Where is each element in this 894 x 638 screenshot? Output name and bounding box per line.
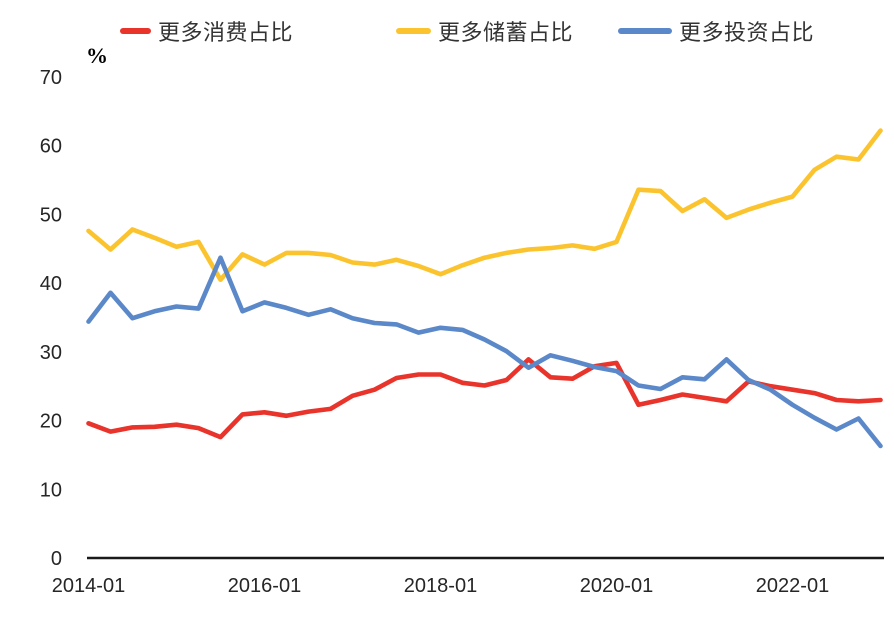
x-tick-label-2016-01: 2016-01	[228, 575, 301, 597]
legend-label-investment: 更多投资占比	[679, 20, 815, 45]
consumption-line-swatch	[120, 28, 151, 34]
series-line-consumption	[86, 357, 883, 440]
legend-item-savings: 更多储蓄占比	[396, 17, 573, 45]
legend-item-consumption: 更多消费占比	[120, 17, 293, 45]
legend-label-savings: 更多储蓄占比	[438, 20, 574, 45]
savings-line-swatch	[396, 28, 431, 34]
y-tick-label-40: 40	[40, 273, 62, 295]
series-line-investment	[86, 255, 883, 449]
y-tick-label-10: 10	[40, 479, 62, 501]
y-tick-label-70: 70	[40, 67, 62, 89]
y-tick-label-0: 0	[51, 548, 62, 570]
y-axis-unit-label: %	[86, 43, 108, 68]
y-tick-label-20: 20	[40, 411, 62, 433]
legend-label-consumption: 更多消费占比	[158, 20, 294, 45]
x-axis-tick-labels: 2014-01 2016-01 2018-01 2020-01 2022-01	[52, 575, 829, 597]
series-lines	[86, 128, 883, 449]
y-tick-label-50: 50	[40, 204, 62, 226]
investment-line-swatch	[618, 28, 672, 34]
series-line-savings	[86, 128, 883, 283]
legend-item-investment: 更多投资占比	[618, 17, 814, 45]
x-tick-label-2020-01: 2020-01	[580, 575, 653, 597]
y-tick-label-30: 30	[40, 342, 62, 364]
x-tick-label-2018-01: 2018-01	[404, 575, 477, 597]
x-tick-label-2014-01: 2014-01	[52, 575, 125, 597]
y-tick-label-60: 60	[40, 136, 62, 158]
x-tick-label-2022-01: 2022-01	[756, 575, 829, 597]
y-axis-tick-labels: 0 10 20 30 40 50 60 70	[40, 67, 62, 570]
